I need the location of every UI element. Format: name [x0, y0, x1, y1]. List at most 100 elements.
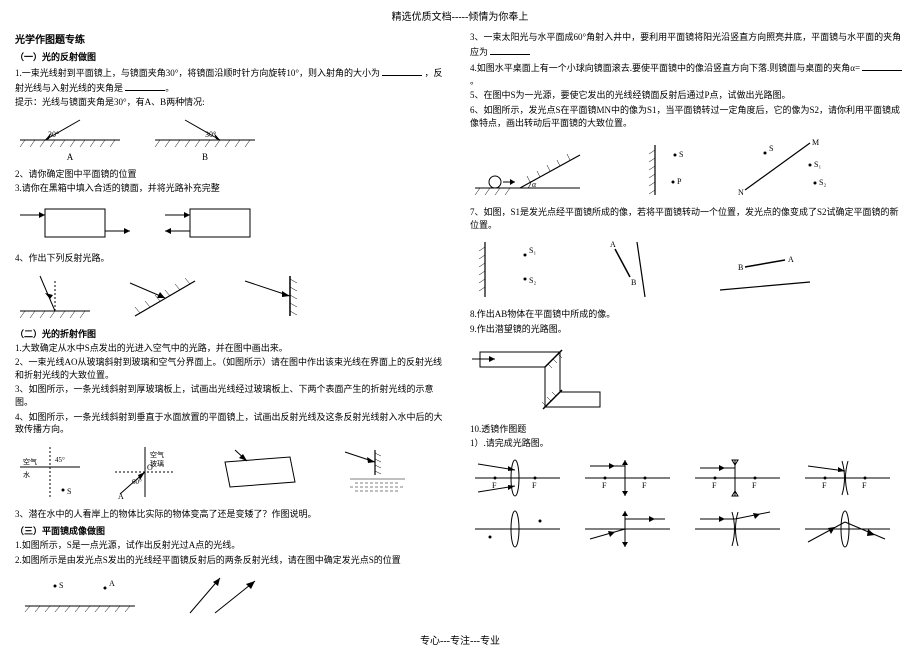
svg-text:空气: 空气 — [150, 450, 164, 459]
svg-text:空气: 空气 — [23, 457, 37, 466]
svg-text:M: M — [812, 138, 819, 147]
q3: 3.请你在黑箱中填入合适的镜面，并将光路补充完整 — [15, 182, 450, 195]
m2: 2.如图所示是由发光点S发出的光线经平面镜反射后的两条反射光线，请在图中确定发光… — [15, 554, 450, 567]
lens7-svg — [690, 507, 785, 552]
sa-mirror-svg: S A — [15, 578, 145, 618]
sec2-title: （二）光的折射作图 — [15, 327, 450, 340]
lens8-svg — [800, 507, 895, 552]
ab-mirror1-svg: A B — [595, 237, 685, 302]
periscope-diagrams — [470, 342, 905, 417]
sp-mirror-svg: S P — [615, 140, 695, 200]
blank — [382, 65, 422, 76]
lens3-svg: F F — [690, 456, 785, 501]
rq4: 4.如图水平桌面上有一个小球向镜面滚去.要使平面镜中的像沿竖直方向下落.则镜面与… — [470, 60, 905, 87]
q1a: 1.一束光线射到平面镜上，与镜面夹角30°，将镜面沿顺时针方向旋转10°，则入射… — [15, 68, 380, 78]
refl1-svg — [15, 271, 95, 321]
svg-text:30°: 30° — [205, 130, 216, 139]
svg-text:S: S — [769, 144, 773, 153]
columns: 光学作图题专练 （一）光的反射做图 1.一束光线射到平面镜上，与镜面夹角30°，… — [15, 29, 905, 624]
svg-text:S: S — [59, 581, 63, 590]
refl2-svg — [120, 271, 210, 321]
diagram-mirrors-ab: 30° A 30° B — [15, 115, 450, 162]
svg-text:水: 水 — [23, 470, 30, 479]
svg-text:S₂: S₂ — [819, 178, 826, 187]
rq8: 8.作出AB物体在平面镜中所成的像。 — [470, 308, 905, 321]
svg-text:F: F — [532, 481, 537, 490]
lens1-svg: F F — [470, 456, 565, 501]
rq10a: 1）.请完成光路图。 — [470, 437, 905, 450]
svg-text:S₂: S₂ — [529, 276, 536, 285]
mirror-a-svg: 30° — [15, 115, 125, 150]
rq3t: 3、一束太阳光与水平面成60°角射入井中，要利用平面镜将阳光沿竖直方向照亮井底，… — [470, 32, 901, 57]
q1c-hint: 提示：光线与镜面夹角是30°，有A、B两种情况: — [15, 96, 450, 109]
lens2-svg: F F — [580, 456, 675, 501]
svg-text:O: O — [147, 463, 153, 472]
main-title: 光学作图题专练 — [15, 31, 450, 46]
rq3: 3、一束太阳光与水平面成60°角射入井中，要利用平面镜将阳光沿竖直方向照亮井底，… — [470, 31, 905, 58]
svg-text:B: B — [738, 263, 743, 272]
page-footer: 专心---专注---专业 — [15, 632, 905, 647]
svg-text:S₁: S₁ — [814, 160, 821, 169]
blank — [862, 60, 902, 71]
ab-mirror2-svg: A B — [710, 252, 820, 302]
svg-text:S: S — [67, 487, 71, 496]
svg-text:30°: 30° — [48, 130, 59, 139]
svg-text:F: F — [712, 481, 717, 490]
right-diagrams-2: S₁ S₂ A B A B — [470, 237, 905, 302]
svg-text:A: A — [118, 492, 124, 501]
water-s-svg: 空气 水 45° S — [15, 442, 85, 502]
ball-mirror-svg: α — [470, 140, 590, 200]
rq5: 5、在图中S为一光源，要使它发出的光线经镜面反射后通过P点，试做出光路图。 — [470, 89, 905, 102]
box2-svg — [160, 201, 280, 246]
s1s2-svg: S₁ S₂ — [470, 237, 570, 302]
right-column: 3、一束太阳光与水平面成60°角射入井中，要利用平面镜将阳光沿竖直方向照亮井底，… — [470, 29, 905, 624]
rq4t: 4.如图水平桌面上有一个小球向镜面滚去.要使平面镜中的像沿竖直方向下落.则镜面与… — [470, 63, 860, 73]
svg-text:F: F — [602, 481, 607, 490]
lens-row1: F F F F F F — [470, 456, 905, 501]
rq7: 7、如图，S1是发光点经平面镜所成的像，若将平面镜转动一个位置，发光点的像变成了… — [470, 206, 905, 231]
svg-text:P: P — [677, 177, 682, 186]
svg-text:A: A — [610, 240, 616, 249]
sec1-title: （一）光的反射做图 — [15, 50, 450, 63]
lens5-svg — [470, 507, 565, 552]
r2: 2、一束光线AO从玻璃斜射到玻璃和空气分界面上。（如图所示）请在图中作出该束光线… — [15, 356, 450, 381]
refraction-diagrams: 空气 水 45° S 空气 玻璃 60° A O — [15, 442, 450, 502]
mn-mirror-svg: M N S S₁ S₂ — [720, 135, 830, 200]
page-header: 精选优质文档-----倾情为你奉上 — [15, 8, 905, 23]
rq6: 6、如图所示，发光点S在平面镜MN中的像为S1，当平面镜转过一定角度后，它的像为… — [470, 104, 905, 129]
glass-slab-svg — [205, 447, 305, 502]
mirror-water-svg — [330, 447, 410, 502]
svg-text:F: F — [862, 481, 867, 490]
r4: 4、如图所示，一条光线斜射到垂直于水面放置的平面镜上，试画出反射光线及这条反射光… — [15, 411, 450, 436]
rq10: 10.透镜作图题 — [470, 423, 905, 436]
svg-text:F: F — [822, 481, 827, 490]
refl3-svg — [235, 271, 305, 321]
label-a: A — [15, 152, 125, 162]
q2: 2、请你确定图中平面镜的位置 — [15, 168, 450, 181]
rq9: 9.作出潜望镜的光路图。 — [470, 323, 905, 336]
sec3-title: （三）平面镜成像做图 — [15, 524, 450, 537]
r1: 1.大致确定从水中S点发出的光进入空气中的光路，并在图中画出来。 — [15, 342, 450, 355]
two-rays-svg — [170, 573, 270, 618]
svg-text:B: B — [631, 278, 636, 287]
svg-text:N: N — [738, 188, 744, 197]
blank — [490, 44, 530, 55]
m1: 1.如图所示，S是一点光源，试作出反射光过A点的光线。 — [15, 539, 450, 552]
r3: 3、如图所示，一条光线斜射到厚玻璃板上，试画出光线经过玻璃板上、下两个表面产生的… — [15, 383, 450, 408]
svg-text:F: F — [752, 481, 757, 490]
left-column: 光学作图题专练 （一）光的反射做图 1.一束光线射到平面镜上，与镜面夹角30°，… — [15, 29, 450, 624]
q1-text: 1.一束光线射到平面镜上，与镜面夹角30°，将镜面沿顺时针方向旋转10°，则入射… — [15, 65, 450, 94]
lens6-svg — [580, 507, 675, 552]
lens-row2 — [470, 507, 905, 552]
svg-text:S: S — [679, 150, 683, 159]
q4: 4、作出下列反射光路。 — [15, 252, 450, 265]
reflection-diagrams — [15, 271, 450, 321]
periscope-svg — [470, 342, 610, 417]
svg-text:A: A — [109, 579, 115, 588]
svg-text:S₁: S₁ — [529, 246, 536, 255]
svg-text:60°: 60° — [132, 478, 142, 486]
label-b: B — [150, 152, 260, 162]
black-boxes — [15, 201, 450, 246]
svg-text:45°: 45° — [55, 456, 65, 464]
svg-text:A: A — [788, 255, 794, 264]
